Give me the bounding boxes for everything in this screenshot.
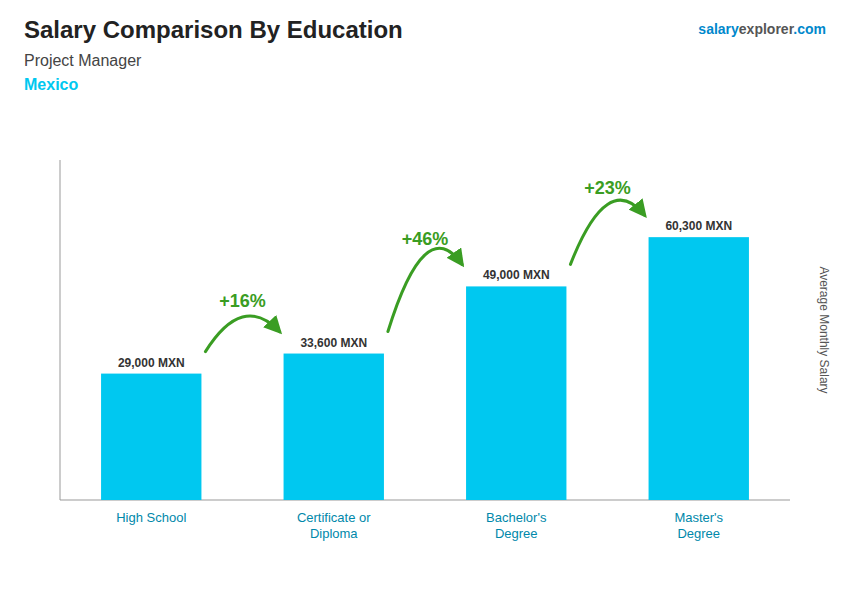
- x-tick-label: High School: [116, 510, 186, 525]
- data-label: 33,600 MXN: [300, 336, 367, 350]
- data-label: 49,000 MXN: [483, 268, 550, 282]
- chart: Salary Comparison By Education Project Ma…: [0, 0, 850, 606]
- data-label: 29,000 MXN: [118, 356, 185, 370]
- growth-arc: [388, 248, 462, 331]
- watermark-part: salary: [698, 21, 739, 37]
- x-tick-label: Master'sDegree: [674, 510, 723, 541]
- growth-arc: [205, 316, 279, 352]
- growth-arc: [570, 200, 644, 264]
- bar: [101, 374, 201, 500]
- watermark-part: .com: [793, 21, 826, 37]
- annotation: +16%: [219, 291, 266, 311]
- watermark: salaryexplorer.com: [698, 21, 826, 37]
- data-label: 60,300 MXN: [665, 219, 732, 233]
- subtitle: Mexico: [24, 76, 78, 93]
- bar: [649, 237, 749, 500]
- watermark-part: explorer: [739, 21, 795, 37]
- title: Salary Comparison By Education: [24, 16, 403, 43]
- bars: [101, 237, 749, 500]
- subtitle: Project Manager: [24, 52, 142, 69]
- x-tick-label: Bachelor'sDegree: [486, 510, 547, 541]
- y-axis-line: [60, 160, 61, 500]
- annotation: +46%: [402, 229, 449, 249]
- annotation: +23%: [584, 178, 631, 198]
- x-tick-label: Certificate orDiploma: [297, 510, 371, 541]
- chart-container: Salary Comparison By Education Project Ma…: [0, 0, 850, 606]
- bar: [284, 354, 384, 500]
- bar: [466, 286, 566, 500]
- y-axis-label: Average Monthly Salary: [817, 266, 831, 393]
